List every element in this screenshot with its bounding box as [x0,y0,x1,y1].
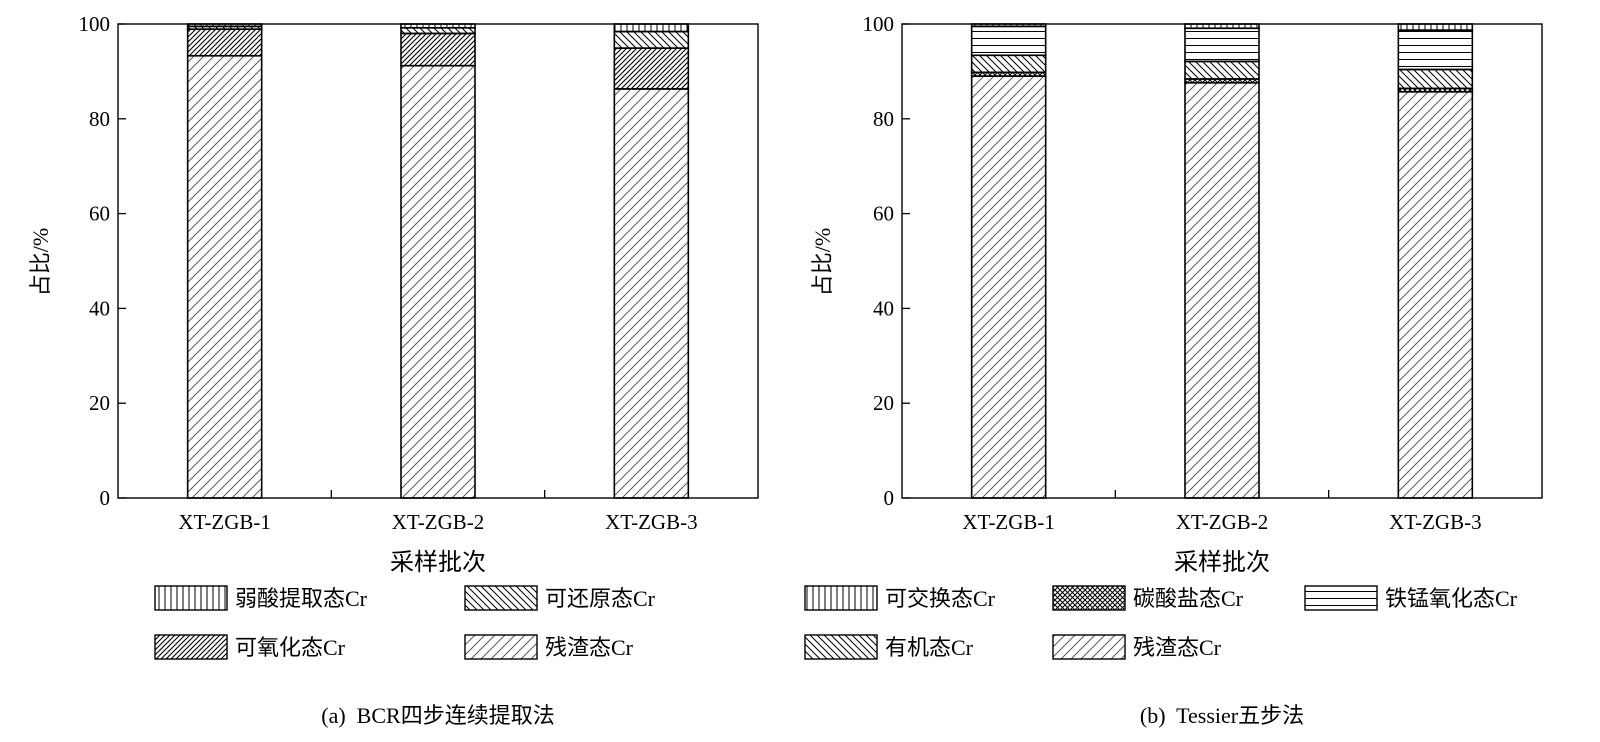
bar-segment [1184,60,1260,80]
y-tick-label: 40 [89,296,110,320]
bar-segment [400,64,476,499]
y-tick-label: 80 [89,107,110,131]
panel-caption: (b) Tessier五步法 [1140,703,1304,728]
x-axis: XT-ZGB-1 XT-ZGB-2 XT-ZGB-3 [962,490,1482,534]
legend-label: 有机态Cr [885,635,974,660]
bar-segment [970,23,1047,28]
bar-segment [970,54,1047,74]
y-tick-label: 20 [89,391,110,415]
bar-segment [1184,81,1260,499]
y-tick-label: 100 [79,12,111,36]
x-axis: XT-ZGB-1 XT-ZGB-2 XT-ZGB-3 [178,490,698,534]
y-tick-label: 40 [873,296,894,320]
legend-label: 碳酸盐态Cr [1133,586,1244,611]
bar-segment [613,23,690,33]
x-axis-label: 采样批次 [390,549,486,576]
bar-segment [186,23,263,28]
x-tick-label: XT-ZGB-3 [1389,510,1482,534]
bar-segment [400,26,476,35]
y-tick-label: 100 [863,12,895,36]
bar-segment [1184,27,1260,63]
bar-segment [186,54,263,499]
legend-swatch [1052,585,1126,611]
legend-label: 残渣态Cr [1133,635,1222,660]
legend-label: 可氧化态Cr [235,635,346,660]
legend-swatch [1052,634,1126,660]
bar-segment [1397,68,1474,90]
legend-swatch [154,585,228,611]
x-tick-label: XT-ZGB-3 [605,510,698,534]
y-tick-label: 80 [873,107,894,131]
legend-swatch [1304,585,1378,611]
legend: 弱酸提取态Cr 可还原态Cr 可氧化态Cr 残渣态Cr [154,585,656,660]
y-tick-label: 60 [89,202,110,226]
legend-label: 弱酸提取态Cr [235,586,368,611]
bar-segment [970,25,1047,57]
y-tick-label: 0 [884,486,895,510]
bar-segment [1397,23,1474,31]
bar-segment [613,30,690,49]
bar-segment [613,47,690,90]
bar-segment [1184,23,1260,30]
x-tick-label: XT-ZGB-2 [392,510,485,534]
legend-swatch [464,585,538,611]
legend-swatch [804,634,878,660]
bar-segment [1397,29,1474,71]
legend-label: 残渣态Cr [545,635,634,660]
legend-label: 可交换态Cr [885,586,996,611]
legend-label: 铁锰氧化态Cr [1385,586,1518,611]
legend-label: 可还原态Cr [545,586,656,611]
y-axis-label: 占比/% [28,228,53,296]
panel-caption: (a) BCR四步连续提取法 [321,703,554,728]
bars [186,23,690,499]
bars [970,23,1474,499]
y-axis: 0 20 40 60 80 100 [79,12,126,510]
x-tick-label: XT-ZGB-1 [178,510,271,534]
legend-swatch [464,634,538,660]
y-tick-label: 0 [100,486,111,510]
bar-segment [400,32,476,67]
legend: 可交换态Cr 碳酸盐态Cr 铁锰氧化态Cr 有机态Cr 残渣态Cr [804,585,1518,660]
panel-a: 0 20 40 60 80 100 XT-ZGB-1 XT-ZGB-2 XT-ZGB-3 占比… [28,12,759,728]
y-tick-label: 20 [873,391,894,415]
bar-segment [186,28,263,57]
bar-segment [613,88,690,499]
x-tick-label: XT-ZGB-2 [1176,510,1269,534]
panel-b: 0 20 40 60 80 100 XT-ZGB-1 XT-ZGB-2 XT-ZGB-3 占比… [804,12,1543,728]
y-tick-label: 60 [873,202,894,226]
bar-segment [400,23,476,29]
x-tick-label: XT-ZGB-1 [962,510,1055,534]
y-axis: 0 20 40 60 80 100 [863,12,910,510]
x-axis-label: 采样批次 [1174,549,1270,576]
legend-swatch [154,634,228,660]
y-axis-label: 占比/% [810,228,835,296]
legend-swatch [804,585,878,611]
bar-segment [970,75,1047,499]
bar-segment [1397,90,1474,499]
